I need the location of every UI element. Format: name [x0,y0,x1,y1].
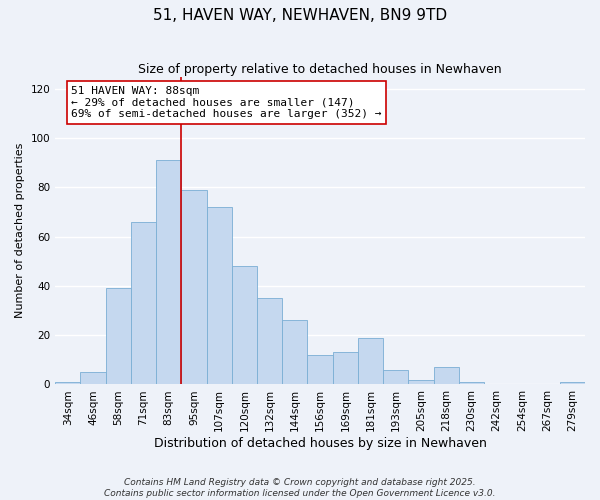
Title: Size of property relative to detached houses in Newhaven: Size of property relative to detached ho… [138,62,502,76]
Bar [55,382,80,384]
Bar [206,207,232,384]
Bar [409,380,434,384]
Bar [383,370,409,384]
Bar [434,367,459,384]
Text: Contains HM Land Registry data © Crown copyright and database right 2025.
Contai: Contains HM Land Registry data © Crown c… [104,478,496,498]
Bar [332,352,358,384]
Y-axis label: Number of detached properties: Number of detached properties [15,143,25,318]
Bar [358,338,383,384]
Text: 51 HAVEN WAY: 88sqm
← 29% of detached houses are smaller (147)
69% of semi-detac: 51 HAVEN WAY: 88sqm ← 29% of detached ho… [71,86,382,119]
Bar [307,355,332,384]
Text: 51, HAVEN WAY, NEWHAVEN, BN9 9TD: 51, HAVEN WAY, NEWHAVEN, BN9 9TD [153,8,447,22]
Bar [560,382,585,384]
Bar [282,320,307,384]
Bar [459,382,484,384]
Bar [131,222,156,384]
X-axis label: Distribution of detached houses by size in Newhaven: Distribution of detached houses by size … [154,437,487,450]
Bar [181,190,206,384]
Bar [156,160,181,384]
Bar [106,288,131,384]
Bar [80,372,106,384]
Bar [232,266,257,384]
Bar [257,298,282,384]
